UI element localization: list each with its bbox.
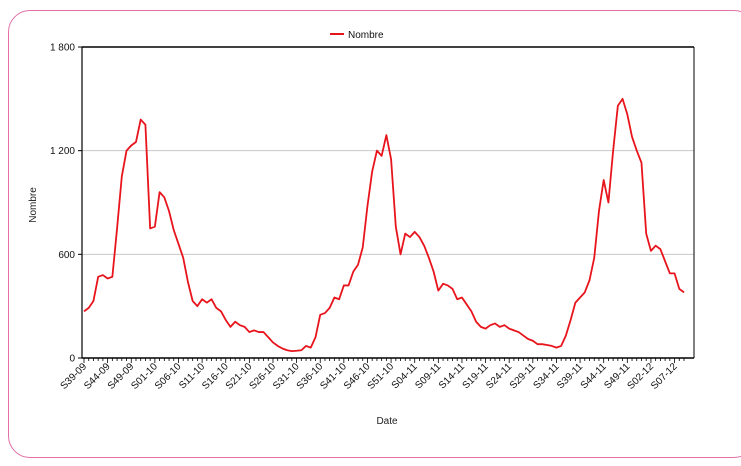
y-tick-label: 600 <box>58 250 75 261</box>
y-tick-label: 1 800 <box>50 43 75 54</box>
y-axis-label: Nombre <box>28 187 39 223</box>
y-tick-label: 1 200 <box>50 146 75 157</box>
x-axis-label: Date <box>376 416 398 427</box>
chart-frame <box>8 10 741 458</box>
x-tick-label: S51-10 <box>366 361 397 392</box>
legend-label: Nombre <box>348 30 384 41</box>
x-tick-label: S06-10 <box>153 361 184 392</box>
series-line-nombre <box>83 97 685 352</box>
y-tick-label: 0 <box>69 354 75 365</box>
x-tick-label: S07-12 <box>649 361 680 392</box>
legend: Nombre <box>330 30 384 41</box>
